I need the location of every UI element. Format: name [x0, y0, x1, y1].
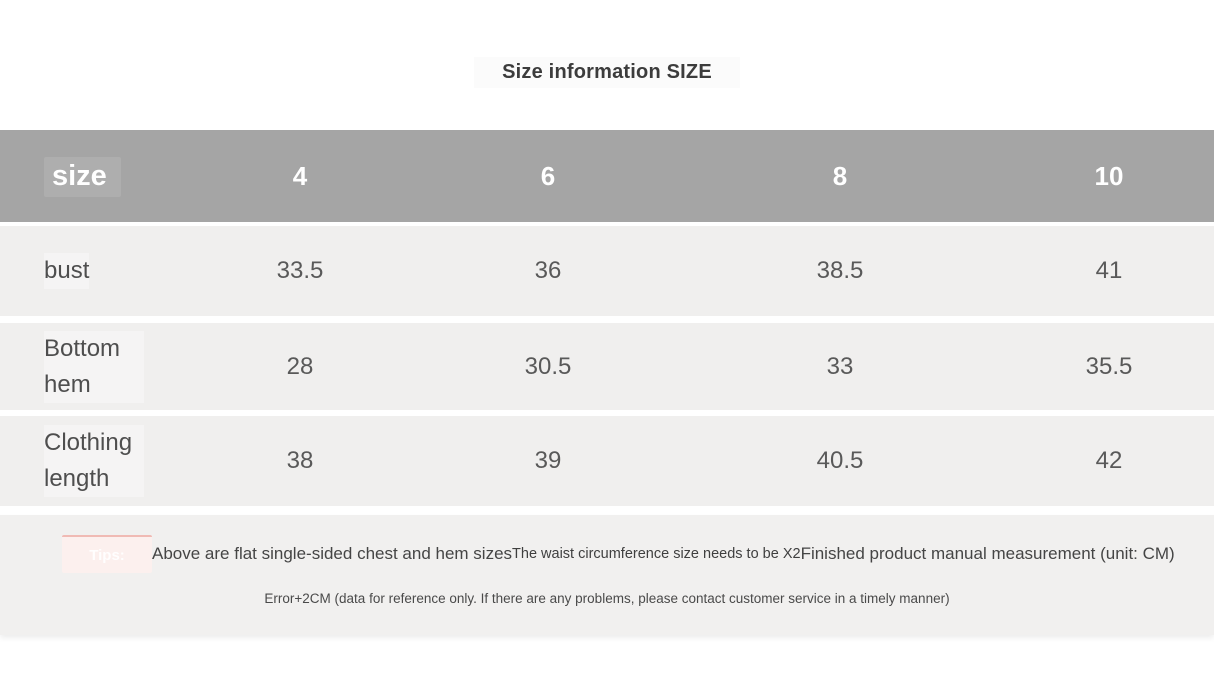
hem-value-size4: 28	[286, 352, 314, 380]
row-label-cell: bust	[0, 253, 180, 289]
note-error-tolerance: Error+2CM (data for reference only. If t…	[264, 591, 950, 606]
length-value-size4: 38	[286, 447, 314, 474]
bust-value-size6: 36	[534, 257, 562, 284]
header-size-6: 6	[540, 160, 556, 191]
header-size-10: 10	[1094, 160, 1124, 191]
tips-badge: Tips:	[62, 535, 152, 573]
note-waist: The waist circumference size needs to be…	[512, 546, 801, 562]
length-value-size10: 42	[1095, 447, 1123, 474]
row-label-cell: Clothing length	[0, 425, 180, 497]
note-measurement: Finished product manual measurement (uni…	[800, 544, 1175, 563]
table-row-bottom-hem: Bottom hem 28 30.5 33 35.5	[0, 323, 1214, 410]
page-title-wrap: Size information SIZE	[0, 0, 1214, 88]
row-label-cell: Bottom hem	[0, 330, 180, 403]
row-label-bottom-hem: Bottom hem	[44, 330, 144, 403]
size-table: size 4 6 8 10 bust 33.5 36 38.5 41 Botto…	[0, 130, 1214, 506]
row-label-bust: bust	[44, 253, 90, 289]
row-label-clothing-length: Clothing length	[44, 425, 144, 497]
note-flat-sizes: Above are flat single-sided chest and he…	[152, 544, 513, 563]
bust-value-size10: 41	[1095, 257, 1123, 284]
header-size-label: size	[44, 156, 121, 197]
hem-value-size6: 30.5	[524, 352, 572, 380]
hem-value-size10: 35.5	[1085, 352, 1133, 380]
tips-line-1: Tips: Above are flat single-sided chest …	[0, 533, 1214, 575]
bust-value-size8: 38.5	[816, 257, 864, 284]
size-table-header-row: size 4 6 8 10	[0, 130, 1214, 222]
bust-value-size4: 33.5	[276, 257, 324, 284]
length-value-size6: 39	[534, 447, 562, 474]
header-size-label-cell: size	[0, 156, 180, 197]
length-value-size8: 40.5	[816, 447, 864, 474]
page-title: Size information SIZE	[474, 57, 740, 88]
table-row-bust: bust 33.5 36 38.5 41	[0, 226, 1214, 316]
tips-section: Tips: Above are flat single-sided chest …	[0, 515, 1214, 635]
table-row-clothing-length: Clothing length 38 39 40.5 42	[0, 416, 1214, 506]
header-size-4: 4	[292, 160, 308, 191]
hem-value-size8: 33	[826, 352, 854, 380]
header-size-8: 8	[832, 160, 848, 191]
